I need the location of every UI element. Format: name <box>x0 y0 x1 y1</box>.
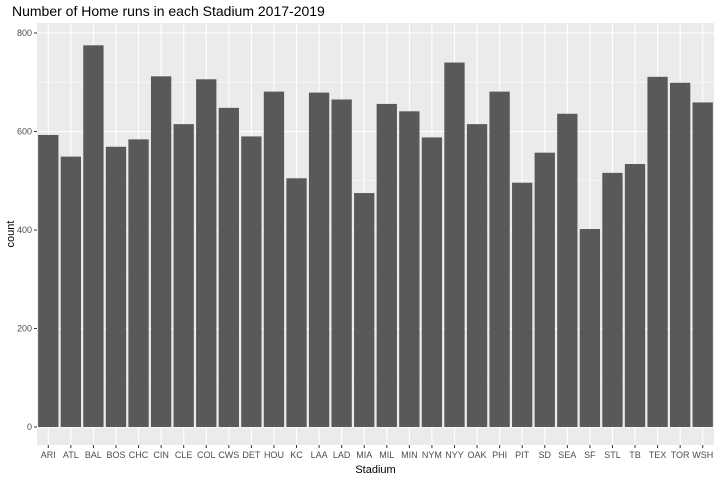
x-tick-label: WSH <box>692 450 713 460</box>
x-tick-label: CHC <box>129 450 149 460</box>
y-tick-label: 200 <box>17 324 32 334</box>
bar-mia <box>354 193 375 427</box>
bar-nym <box>421 137 443 427</box>
bar-nyy <box>444 62 465 428</box>
bar-hou <box>263 91 285 428</box>
x-axis: ARI ATL BAL BOS CHC CIN CLE COL CWS DET HOU KC LAA LA… <box>41 445 713 460</box>
x-tick-label: SF <box>584 450 596 460</box>
x-tick-label: MIA <box>356 450 372 460</box>
plot-panel <box>37 23 714 445</box>
bar-ari <box>38 134 59 427</box>
x-tick-label: CLE <box>175 450 193 460</box>
x-tick-label: ARI <box>41 450 56 460</box>
bar-tor <box>669 82 691 428</box>
x-tick-label: TB <box>629 450 641 460</box>
x-tick-label: HOU <box>264 450 284 460</box>
x-tick-label: BOS <box>106 450 125 460</box>
bar-laa <box>308 92 330 427</box>
x-tick-label: CIN <box>153 450 169 460</box>
bar-cin <box>150 76 172 427</box>
y-tick-label: 400 <box>17 225 32 235</box>
bar-tb <box>624 164 646 427</box>
x-tick-label: DET <box>242 450 261 460</box>
x-tick-label: TEX <box>649 450 667 460</box>
x-tick-label: CWS <box>218 450 239 460</box>
bar-kc <box>286 178 307 427</box>
bar-cws <box>218 107 239 428</box>
bar-bos <box>105 146 127 427</box>
bar-min <box>399 111 420 428</box>
x-tick-label: ATL <box>63 450 79 460</box>
y-axis-title: count <box>5 221 17 248</box>
chart-title: Number of Home runs in each Stadium 2017… <box>12 3 325 19</box>
bar-sf <box>579 229 601 427</box>
x-tick-label: PIT <box>515 450 530 460</box>
x-tick-label: STL <box>604 450 621 460</box>
bar-oak <box>466 124 488 428</box>
y-tick-label: 0 <box>27 422 32 432</box>
bar-stl <box>602 172 623 427</box>
bar-pit <box>512 182 533 427</box>
bar-tex <box>647 76 668 428</box>
x-axis-title: Stadium <box>355 464 395 476</box>
x-tick-label: BAL <box>85 450 102 460</box>
y-axis: 0 200 400 600 800 <box>17 28 37 432</box>
x-tick-label: PHI <box>492 450 507 460</box>
x-tick-label: SEA <box>558 450 576 460</box>
bar-bal <box>83 45 104 427</box>
bar-sea <box>557 113 578 428</box>
x-tick-label: NYY <box>445 450 464 460</box>
bar-cle <box>173 124 194 428</box>
bar-chc <box>128 139 149 427</box>
x-tick-label: COL <box>197 450 216 460</box>
x-tick-label: SD <box>538 450 551 460</box>
y-tick-label: 600 <box>17 127 32 137</box>
bar-phi <box>489 91 510 428</box>
y-tick-label: 800 <box>17 28 32 38</box>
bar-sd <box>534 152 555 428</box>
bar-mil <box>376 103 397 428</box>
bar-wsh <box>692 102 713 427</box>
x-tick-label: LAD <box>333 450 351 460</box>
x-tick-label: LAA <box>311 450 328 460</box>
bar-lad <box>331 99 352 428</box>
x-tick-label: NYM <box>422 450 442 460</box>
x-tick-label: TOR <box>671 450 690 460</box>
bar-det <box>241 136 262 428</box>
bars <box>38 45 713 428</box>
x-tick-label: MIL <box>379 450 394 460</box>
x-tick-label: OAK <box>468 450 487 460</box>
bar-col <box>196 79 217 428</box>
x-tick-label: MIN <box>401 450 418 460</box>
x-tick-label: KC <box>290 450 303 460</box>
bar-atl <box>60 156 82 427</box>
